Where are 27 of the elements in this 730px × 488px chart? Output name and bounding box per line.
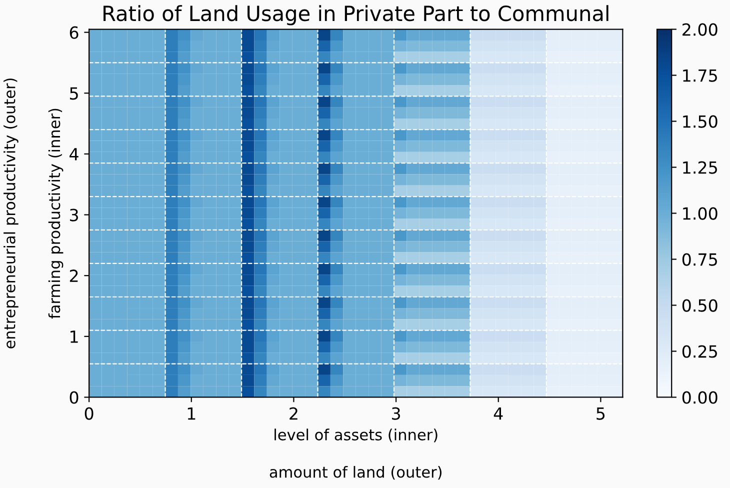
text: entrepreneurial productivity (outer) (4, 78, 18, 348)
y-axis-title: farming productivity (inner) (48, 108, 64, 319)
x-axis-title: level of assets (inner) (274, 428, 438, 442)
color-bar-label: 0.00 (682, 391, 718, 404)
x-tick-label: 4 (494, 407, 503, 420)
x-tick-label: 2 (290, 407, 298, 420)
x-tick-label: 3 (392, 407, 400, 420)
x-tick-label: 0 (84, 407, 94, 420)
y-tick-label: 6 (70, 26, 78, 39)
y-tick-label: 4 (70, 148, 78, 160)
chart-title: Ratio of Land Usage in Private Part to Communal (104, 5, 608, 26)
color-bar-label: 1.75 (683, 69, 717, 82)
y-tick-label: 5 (70, 87, 78, 100)
color-bar-label: 1.50 (683, 115, 718, 128)
x-tick-label: 5 (596, 407, 605, 420)
color-bar-label: 0.50 (682, 299, 718, 312)
y-tick-label: 3 (70, 208, 78, 222)
y-tick-label: 2 (70, 270, 78, 282)
y-tick-label: 1 (70, 330, 78, 343)
color-bar-label: 1.00 (683, 207, 718, 220)
y-tick-label: 0 (70, 391, 78, 404)
color-bar-label: 0.75 (682, 253, 717, 266)
text: amount of land (outer) (270, 466, 442, 480)
x-tick-label: 1 (188, 407, 196, 420)
color-bar-label: 0.25 (682, 345, 717, 358)
color-bar-label: 2.00 (682, 23, 718, 36)
color-bar-label: 1.25 (683, 161, 717, 174)
